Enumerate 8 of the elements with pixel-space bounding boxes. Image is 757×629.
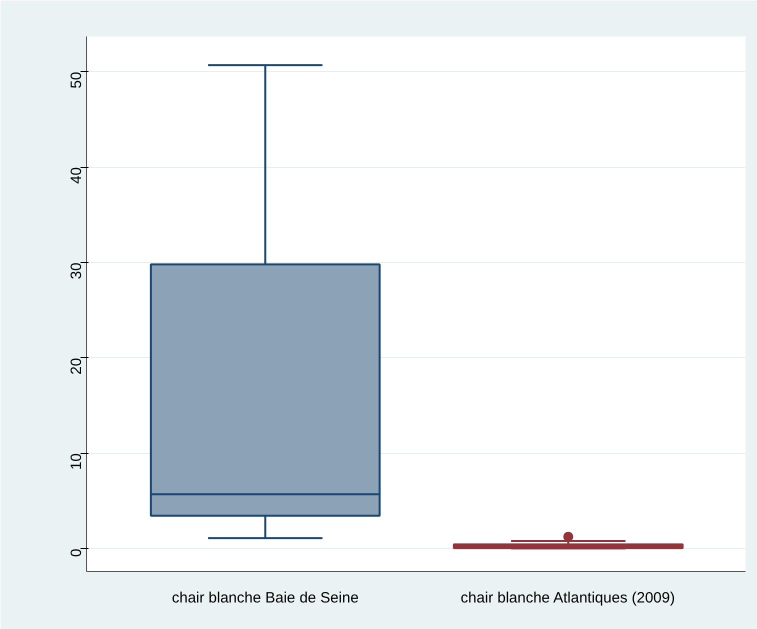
y-tick-label: 40 xyxy=(68,167,85,184)
y-tick-label: 10 xyxy=(68,453,85,470)
x-tick-label: chair blanche Atlantiques (2009) xyxy=(460,590,675,606)
y-tick-label: 20 xyxy=(68,358,85,375)
y-tick-label: 30 xyxy=(68,262,85,280)
y-tick-label: 0 xyxy=(68,548,85,557)
y-tick-label: 50 xyxy=(68,72,85,88)
x-tick-label: chair blanche Baie de Seine xyxy=(172,590,359,606)
